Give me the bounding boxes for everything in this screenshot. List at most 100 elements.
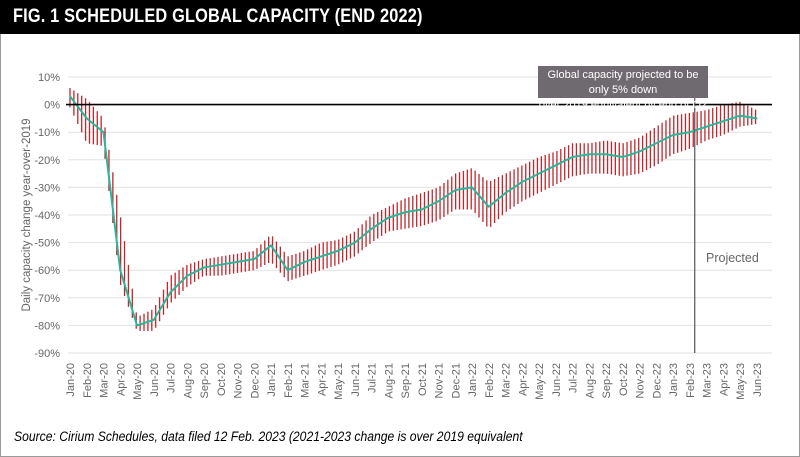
average-point: [253, 258, 256, 260]
x-tick-label: Jan-23: [668, 363, 680, 397]
y-tick-label: -90%: [34, 348, 60, 360]
x-tick-label: Mar-21: [300, 363, 312, 398]
y-tick-label: -50%: [34, 238, 60, 250]
average-point: [621, 156, 624, 158]
x-tick-label: Jan-20: [65, 363, 77, 397]
average-point: [69, 95, 71, 98]
average-point: [387, 216, 390, 219]
y-tick-label: -70%: [34, 293, 60, 305]
x-tick-label: Jun-21: [350, 363, 362, 397]
average-point: [136, 324, 138, 327]
y-axis-label: Daily capacity change year-over-2019: [21, 118, 33, 311]
projected-label: Projected: [706, 251, 759, 265]
moving-average-line: [69, 95, 757, 327]
x-tick-label: Sep-21: [400, 363, 412, 398]
average-point: [186, 274, 189, 277]
x-tick-label: Mar-20: [99, 363, 111, 398]
x-tick-label: Mar-22: [501, 363, 513, 398]
y-tick-label: 10%: [38, 72, 60, 84]
average-point: [85, 117, 88, 120]
x-tick-label: Oct-22: [618, 363, 630, 396]
y-tick-label: 0%: [44, 100, 60, 112]
x-tick-label: Jul-21: [367, 363, 379, 393]
y-tick-label: -30%: [34, 182, 60, 194]
average-point: [203, 266, 205, 269]
y-tick-label: -20%: [34, 155, 60, 167]
average-point: [320, 255, 323, 258]
average-point: [672, 134, 674, 136]
average-point: [538, 172, 540, 175]
average-point: [755, 117, 758, 120]
source-note: Source: Cirium Schedules, data filed 12 …: [14, 429, 523, 444]
x-tick-label: Nov-22: [635, 363, 647, 398]
average-point: [102, 131, 105, 133]
y-tick-label: -40%: [34, 210, 60, 222]
x-tick-label: Apr-21: [316, 363, 328, 396]
average-point: [688, 131, 691, 133]
y-tick-label: -80%: [34, 320, 60, 332]
average-point: [420, 208, 423, 211]
figure-title: FIG. 1 SCHEDULED GLOBAL CAPACITY (END 20…: [0, 0, 800, 34]
x-tick-label: Jul-20: [166, 363, 178, 393]
average-point: [236, 261, 239, 263]
average-point: [588, 153, 591, 156]
x-tick-label: Aug-21: [383, 363, 395, 398]
average-point: [219, 263, 222, 266]
x-tick-label: Nov-21: [434, 363, 446, 398]
x-tick-label: May-20: [132, 363, 144, 400]
x-tick-label: Feb-23: [685, 363, 697, 398]
average-point: [655, 142, 658, 145]
x-tick-label: Sep-20: [199, 363, 211, 398]
y-tick-label: -60%: [34, 265, 60, 277]
x-tick-label: May-22: [534, 363, 546, 400]
average-point: [337, 250, 339, 252]
y-tick-label: -10%: [34, 127, 60, 139]
x-tick-label: Apr-20: [115, 363, 127, 396]
average-point: [404, 211, 406, 214]
average-point: [722, 120, 725, 122]
average-point: [303, 261, 306, 263]
average-point: [705, 125, 708, 128]
average-point: [270, 244, 272, 247]
average-point: [353, 241, 356, 244]
average-point: [554, 164, 557, 167]
average-point: [437, 200, 440, 202]
x-tick-label: Dec-21: [450, 363, 462, 398]
average-point: [638, 150, 641, 153]
average-point: [504, 192, 507, 194]
x-tick-label: Sep-22: [601, 363, 613, 398]
annotation-line-1: Global capacity projected to be only 5% …: [547, 69, 699, 96]
average-point: [169, 291, 172, 294]
x-tick-label: Mar-23: [702, 363, 714, 398]
average-point: [471, 186, 473, 189]
x-tick-label: May-21: [333, 363, 345, 400]
x-tick-label: Dec-20: [249, 363, 261, 398]
average-point: [487, 205, 490, 208]
x-tick-label: Apr-22: [517, 363, 529, 396]
x-tick-label: Jan-22: [467, 363, 479, 397]
average-point: [521, 181, 524, 183]
x-tick-label: Apr-23: [718, 363, 730, 396]
x-tick-label: Jun-23: [752, 363, 764, 397]
x-tick-label: Oct-21: [417, 363, 429, 396]
average-point: [571, 156, 574, 158]
x-tick-label: Jan-21: [266, 363, 278, 397]
x-tick-label: Feb-21: [283, 363, 295, 398]
x-tick-label: Aug-22: [584, 363, 596, 398]
x-tick-label: Nov-20: [233, 363, 245, 398]
average-point: [454, 189, 457, 191]
x-tick-label: May-23: [735, 363, 747, 400]
x-tick-label: Jul-22: [568, 363, 580, 393]
figure-title-text: FIG. 1 SCHEDULED GLOBAL CAPACITY (END 20…: [13, 6, 423, 27]
capacity-chart: 10% 0% -10% -20% -30% -40% -50% -60% -70% -80% -90…: [21, 72, 772, 400]
average-point: [370, 228, 373, 230]
average-point: [152, 319, 155, 321]
annotation-line-2: over 2019 equivalent by end of Q2 2023: [538, 99, 708, 126]
x-tick-label: Jun-22: [551, 363, 563, 397]
annotation-box: Global capacity projected to be only 5% …: [538, 66, 708, 126]
x-tick-label: Oct-20: [216, 363, 228, 396]
x-tick-label: Dec-22: [651, 363, 663, 398]
x-tick-label: Feb-20: [82, 363, 94, 398]
average-point: [605, 153, 607, 156]
average-point: [119, 269, 122, 271]
